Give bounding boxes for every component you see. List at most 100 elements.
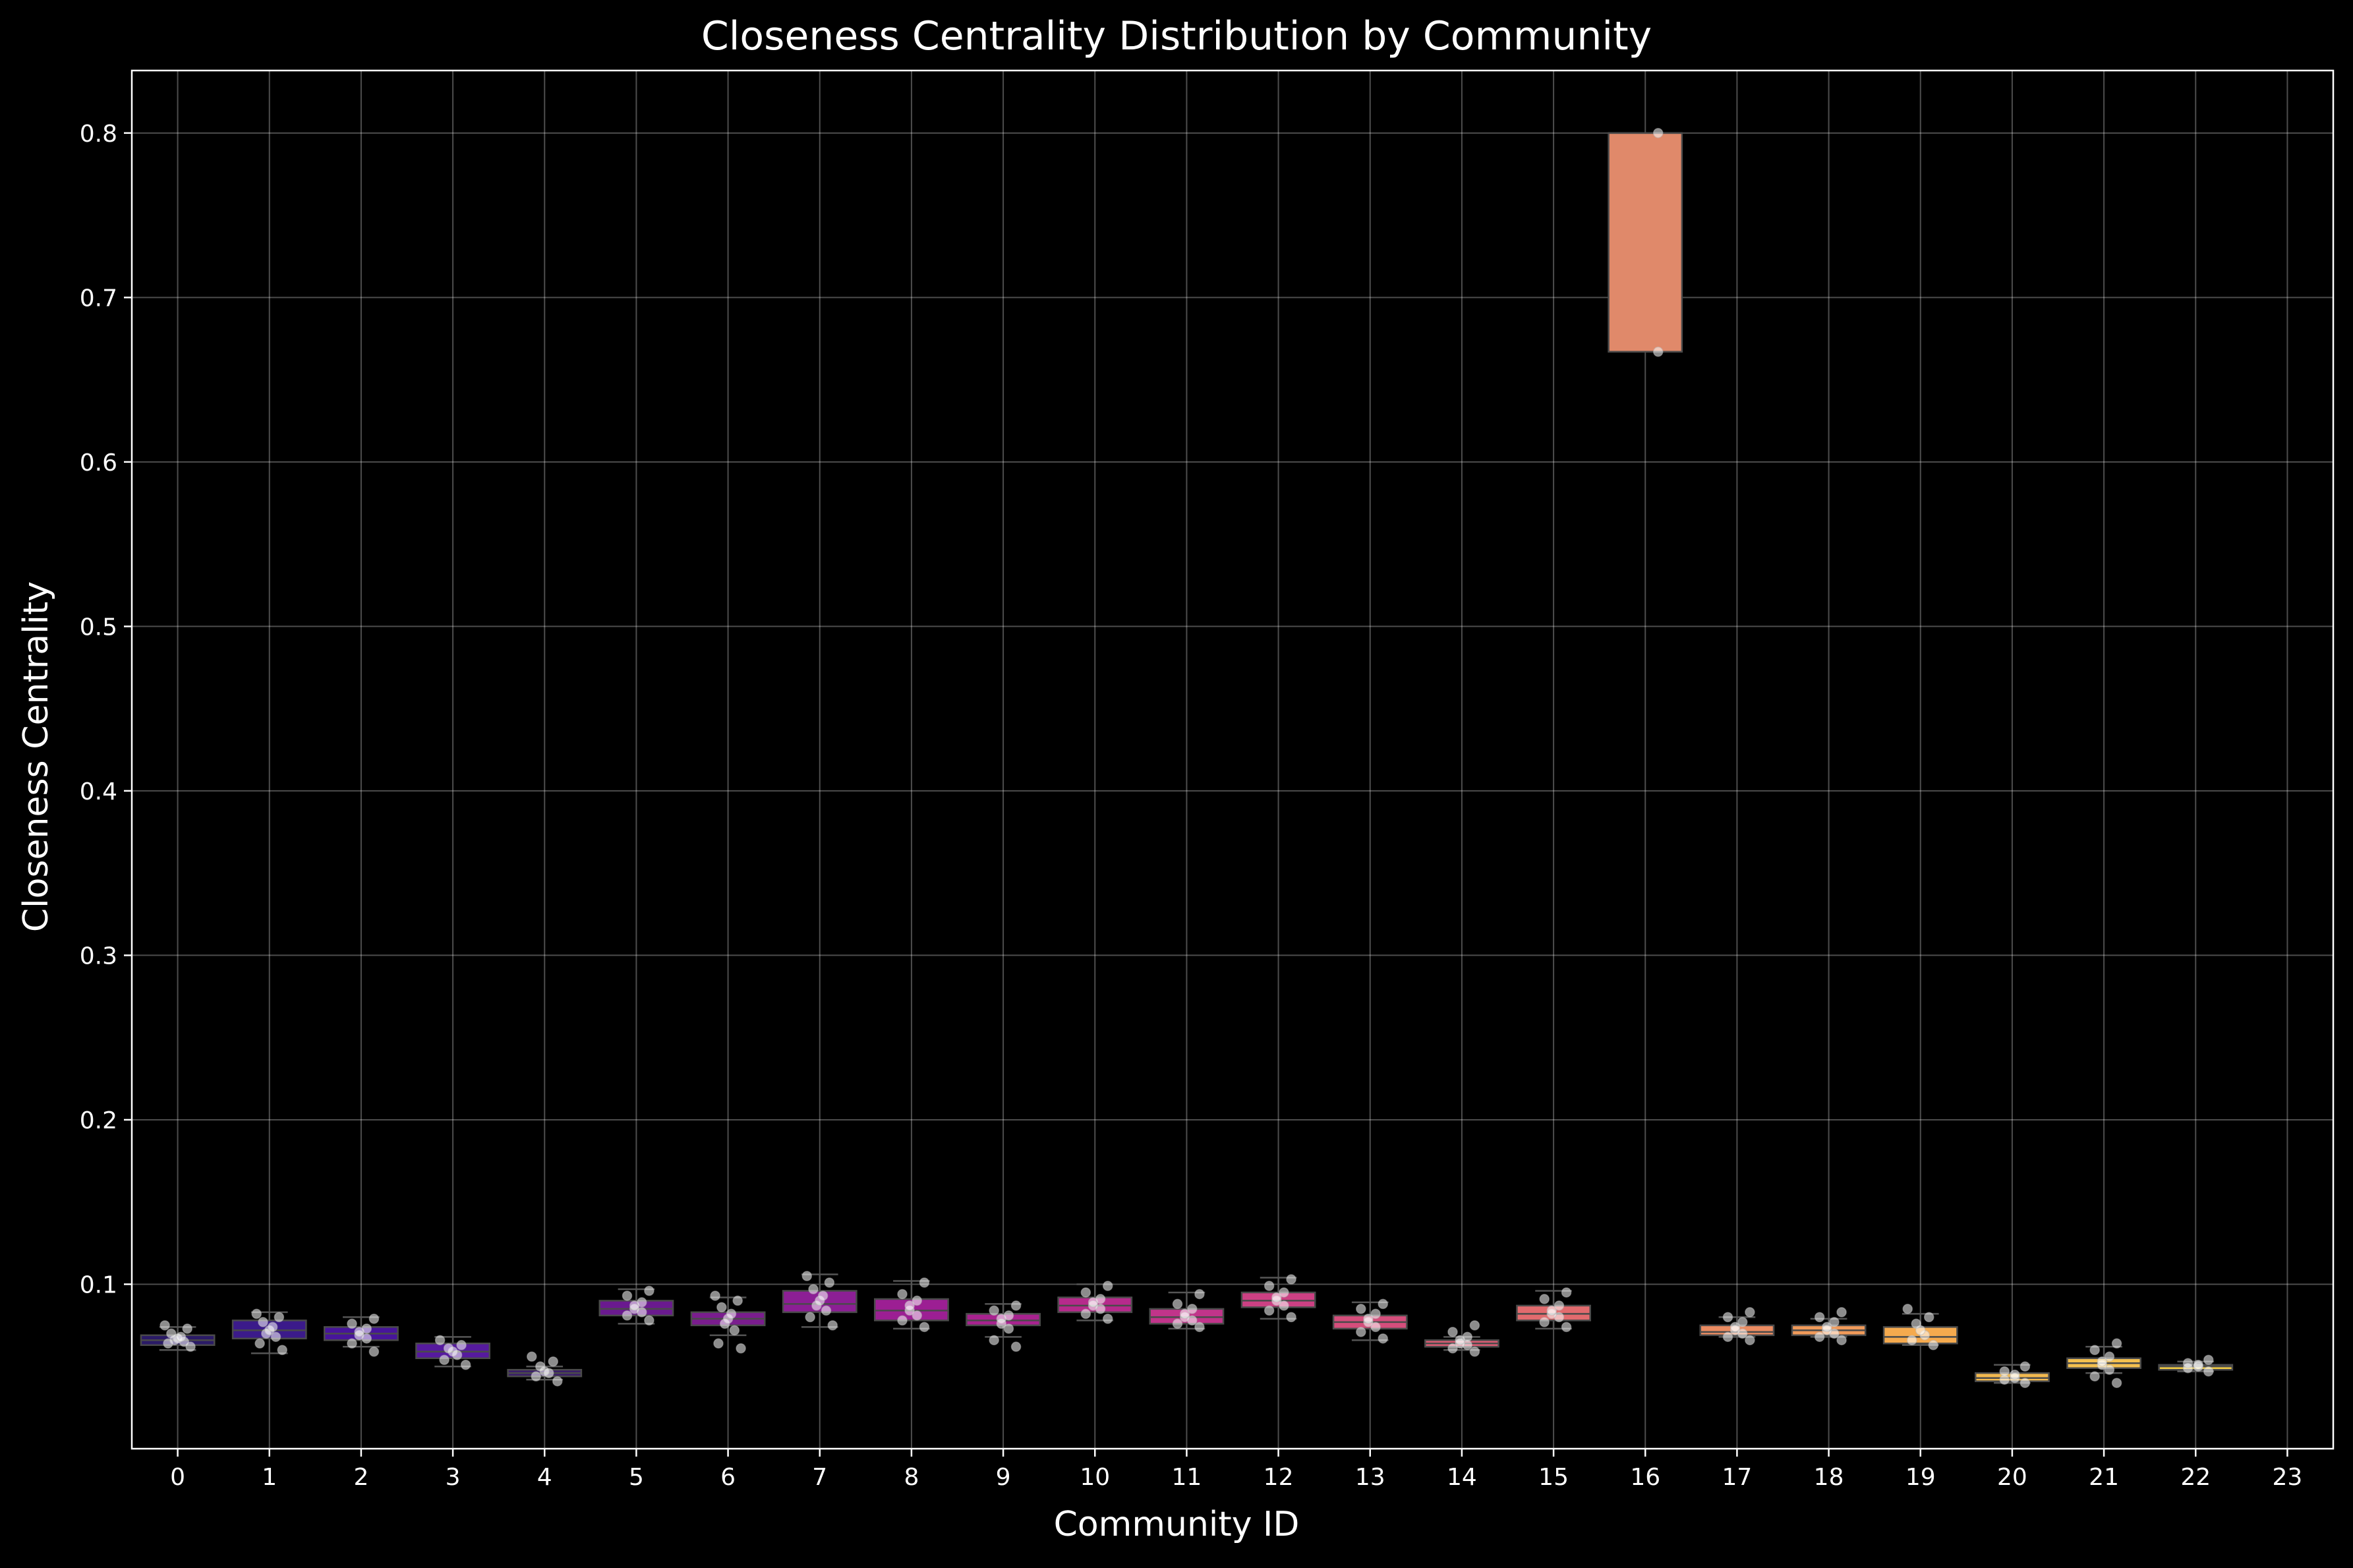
- x-tick-label: 23: [2273, 1464, 2303, 1491]
- data-point: [1187, 1304, 1198, 1314]
- data-point: [160, 1320, 170, 1331]
- data-point: [460, 1359, 471, 1370]
- points-community-21: [2089, 1338, 2122, 1388]
- data-point: [904, 1300, 915, 1311]
- data-point: [1378, 1333, 1388, 1344]
- x-tick-label: 14: [1447, 1464, 1477, 1491]
- points-community-8: [897, 1277, 930, 1333]
- points-community-5: [622, 1285, 654, 1326]
- data-point: [1836, 1307, 1847, 1318]
- data-point: [2193, 1359, 2203, 1370]
- x-axis-ticks: 0 1 2 3 4 5 6 7 8 9 10 11 12 13 14 15 16 17 18 19 20 21 22 23: [170, 1449, 2302, 1491]
- data-point: [919, 1277, 930, 1288]
- x-tick-label: 9: [996, 1464, 1011, 1491]
- y-tick-label: 0.4: [80, 778, 117, 805]
- data-point: [1356, 1327, 1366, 1337]
- points-community-7: [801, 1271, 838, 1331]
- data-point: [824, 1277, 835, 1288]
- data-point: [552, 1376, 563, 1387]
- data-point: [1194, 1321, 1205, 1333]
- data-point: [821, 1305, 832, 1316]
- data-point: [1102, 1314, 1113, 1324]
- data-point: [439, 1354, 450, 1366]
- points-community-1: [251, 1308, 287, 1356]
- data-point: [254, 1338, 265, 1349]
- points-community-9: [989, 1300, 1022, 1352]
- x-tick-label: 17: [1722, 1464, 1753, 1491]
- data-point: [531, 1371, 542, 1381]
- data-point: [1356, 1304, 1366, 1314]
- points-community-6: [710, 1291, 746, 1354]
- data-point: [912, 1310, 923, 1321]
- data-point: [644, 1315, 654, 1326]
- data-point: [827, 1320, 838, 1331]
- data-point: [726, 1308, 737, 1320]
- data-point: [1003, 1323, 1014, 1334]
- data-point: [1264, 1281, 1275, 1291]
- x-tick-label: 3: [446, 1464, 461, 1491]
- x-tick-label: 12: [1264, 1464, 1294, 1491]
- data-point: [1829, 1317, 1840, 1327]
- data-point: [434, 1335, 446, 1346]
- data-point: [1911, 1318, 1922, 1329]
- data-point: [1378, 1298, 1388, 1310]
- x-tick-label: 19: [1905, 1464, 1936, 1491]
- points-community-10: [1080, 1281, 1113, 1324]
- data-point: [270, 1331, 281, 1343]
- points-community-15: [1539, 1287, 1572, 1333]
- data-point: [2010, 1369, 2020, 1380]
- data-point: [1172, 1318, 1183, 1329]
- data-point: [548, 1356, 558, 1367]
- data-point: [175, 1331, 187, 1343]
- data-point: [1469, 1320, 1480, 1331]
- data-point: [2111, 1378, 2122, 1388]
- data-point: [732, 1295, 743, 1306]
- data-point: [1561, 1321, 1572, 1333]
- x-tick-label: 10: [1080, 1464, 1110, 1491]
- points-community-13: [1356, 1298, 1388, 1344]
- x-tick-label: 1: [262, 1464, 277, 1491]
- x-tick-label: 0: [170, 1464, 185, 1491]
- data-point: [1172, 1298, 1183, 1310]
- data-point: [2019, 1378, 2031, 1388]
- box-community-16: [1608, 132, 1683, 353]
- data-point: [1539, 1294, 1550, 1304]
- points-community-0: [160, 1320, 196, 1352]
- x-tick-label: 11: [1172, 1464, 1202, 1491]
- data-point: [710, 1291, 720, 1301]
- data-point: [347, 1318, 357, 1329]
- x-tick-label: 15: [1538, 1464, 1569, 1491]
- data-point: [1737, 1317, 1748, 1327]
- data-point: [1822, 1321, 1832, 1333]
- data-point: [2019, 1361, 2031, 1372]
- x-tick-label: 6: [720, 1464, 736, 1491]
- points-community-14: [1447, 1320, 1480, 1357]
- grid: [132, 71, 2333, 1449]
- data-point: [527, 1351, 537, 1362]
- data-point: [1003, 1310, 1014, 1321]
- box-iqr: [1608, 132, 1683, 353]
- data-point: [805, 1312, 815, 1323]
- data-point: [1814, 1312, 1825, 1323]
- data-point: [1102, 1281, 1113, 1291]
- chart-title: Closeness Centrality Distribution by Com…: [701, 13, 1652, 59]
- data-point: [368, 1314, 380, 1324]
- x-tick-label: 5: [629, 1464, 644, 1491]
- data-point: [258, 1317, 268, 1327]
- data-point: [166, 1328, 177, 1339]
- data-point: [1722, 1312, 1733, 1323]
- data-point: [1279, 1300, 1289, 1311]
- data-point: [1902, 1304, 1913, 1314]
- data-point: [716, 1302, 727, 1313]
- data-point: [277, 1345, 287, 1356]
- data-point: [1561, 1287, 1572, 1298]
- x-tick-label: 13: [1355, 1464, 1385, 1491]
- data-point: [1814, 1331, 1825, 1343]
- points-community-19: [1902, 1304, 1938, 1350]
- data-point: [1264, 1305, 1275, 1316]
- y-tick-label: 0.8: [80, 121, 117, 148]
- data-point: [1010, 1341, 1022, 1352]
- points-community-20: [1999, 1361, 2031, 1388]
- x-tick-label: 20: [1997, 1464, 2027, 1491]
